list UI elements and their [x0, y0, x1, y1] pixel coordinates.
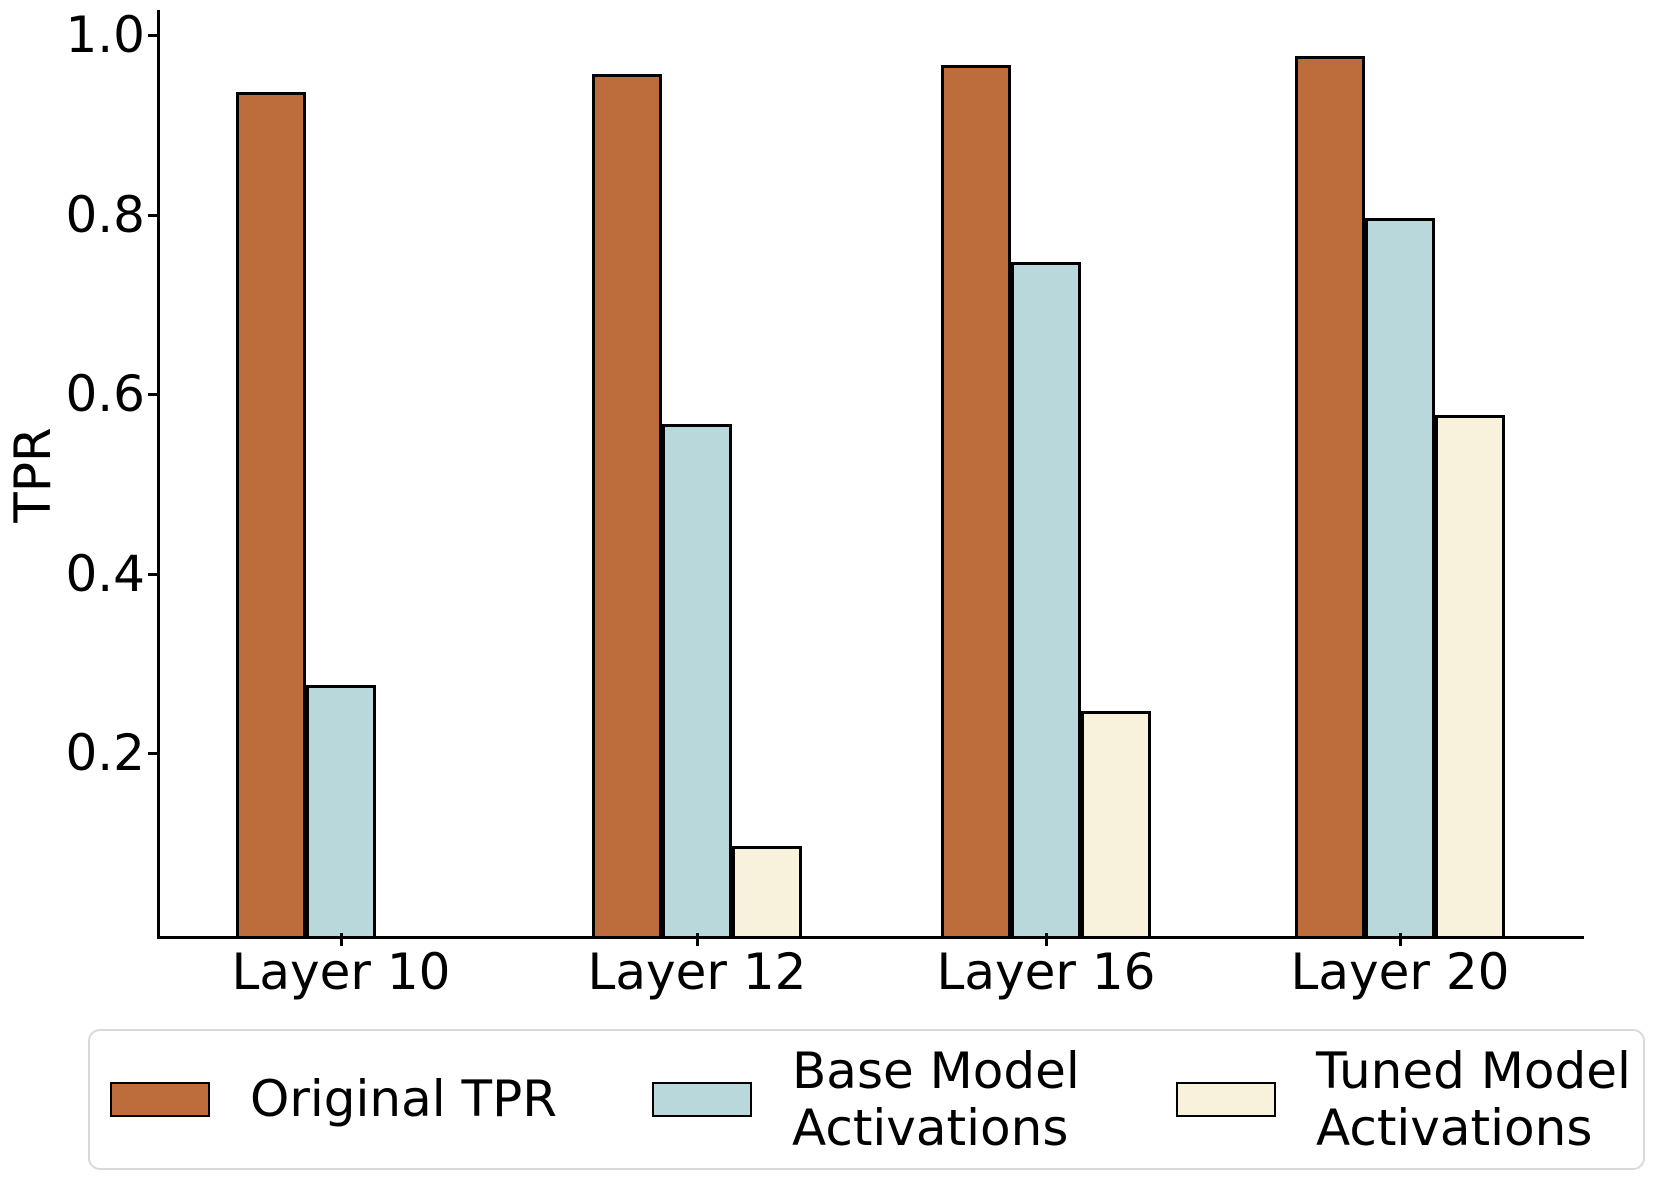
x-tick-label: Layer 16 [936, 943, 1156, 1001]
y-tick-mark [148, 213, 160, 217]
bar-layer-12-series-2 [732, 846, 802, 936]
legend-label-2: Tuned Model Activations [1316, 1041, 1631, 1157]
legend-swatch-1 [652, 1082, 752, 1117]
x-tick-mark [340, 933, 343, 946]
x-tick-label: Layer 12 [587, 943, 807, 1001]
y-tick-mark [148, 752, 160, 756]
x-tick-label: Layer 20 [1290, 943, 1510, 1001]
y-tick-label: 0.4 [65, 544, 145, 603]
bar-layer-16-series-0 [941, 65, 1011, 936]
legend-label-line: Base Model [792, 1041, 1080, 1100]
bar-layer-20-series-2 [1435, 415, 1505, 936]
legend-swatch-0 [110, 1082, 210, 1117]
legend-item-0: Original TPR [110, 1031, 557, 1168]
bar-layer-20-series-0 [1295, 56, 1365, 936]
x-tick-label: Layer 10 [231, 943, 451, 1001]
bar-layer-10-series-0 [236, 92, 306, 936]
legend-label-0: Original TPR [250, 1071, 557, 1128]
legend-label-line: Tuned Model [1316, 1041, 1631, 1100]
y-tick-mark [148, 34, 160, 37]
y-axis-title: TPR [4, 427, 62, 523]
x-tick-mark [1399, 933, 1402, 946]
legend-label-line: Activations [792, 1098, 1069, 1157]
plot-area [157, 10, 1584, 939]
legend-label-line: Activations [1316, 1098, 1593, 1157]
legend-label-1: Base Model Activations [792, 1041, 1080, 1157]
legend-label-line: Original TPR [250, 1070, 557, 1128]
legend-item-1: Base Model Activations [652, 1031, 1080, 1168]
legend-item-2: Tuned Model Activations [1176, 1031, 1631, 1168]
bar-layer-16-series-1 [1011, 262, 1081, 936]
x-tick-mark [1045, 933, 1048, 946]
bar-layer-12-series-1 [662, 424, 732, 936]
bar-layer-10-series-1 [306, 685, 376, 936]
y-tick-label: 0.6 [65, 365, 145, 424]
x-tick-mark [696, 933, 699, 946]
y-tick-mark [148, 393, 160, 397]
bar-layer-20-series-1 [1365, 218, 1435, 936]
y-tick-label: 0.8 [65, 185, 145, 244]
bar-layer-16-series-2 [1081, 711, 1151, 936]
bar-layer-12-series-0 [592, 74, 662, 936]
legend: Original TPR Base Model Activations Tuned M… [88, 1029, 1645, 1170]
legend-swatch-2 [1176, 1082, 1276, 1117]
y-tick-label: 1.0 [65, 6, 145, 64]
y-tick-mark [148, 572, 160, 576]
y-tick-label: 0.2 [65, 724, 145, 783]
